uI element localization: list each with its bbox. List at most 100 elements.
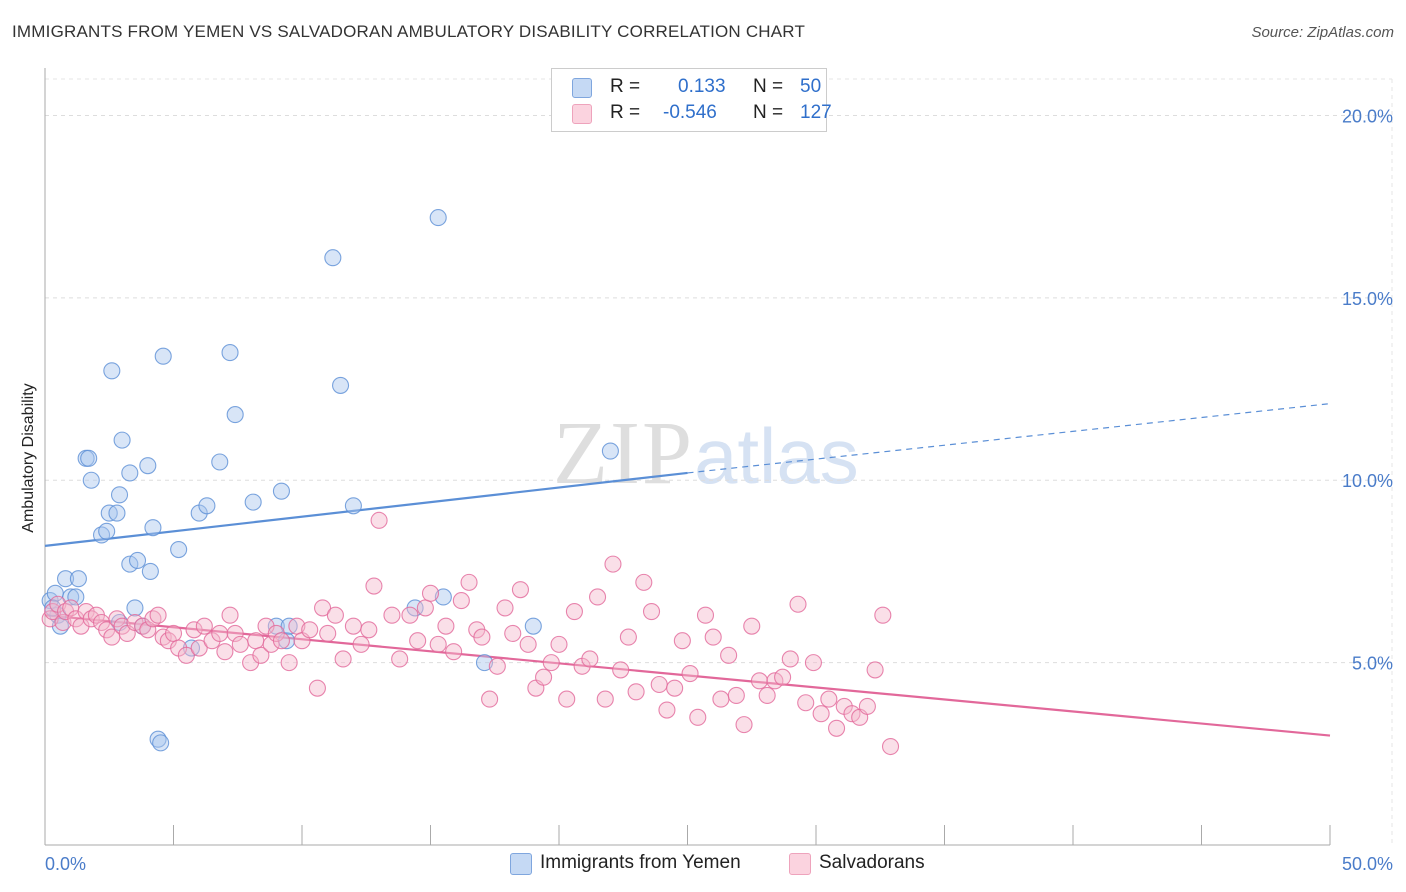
- data-point-salvadoran: [596, 690, 614, 708]
- legend-swatch-yemen: [572, 78, 592, 98]
- data-point-salvadoran: [797, 694, 815, 712]
- data-point-yemen: [331, 376, 350, 394]
- data-point-salvadoran: [881, 737, 900, 756]
- data-point-salvadoran: [804, 654, 822, 672]
- y-tick-label: 15.0%: [1342, 289, 1393, 309]
- data-point-salvadoran: [231, 635, 249, 653]
- data-point-salvadoran: [280, 654, 298, 672]
- data-point-salvadoran: [774, 668, 792, 686]
- data-point-salvadoran: [828, 719, 846, 737]
- data-point-salvadoran: [542, 654, 560, 672]
- data-point-yemen: [434, 588, 452, 606]
- data-point-salvadoran: [247, 632, 265, 650]
- legend-r-value: 0.133: [678, 76, 726, 97]
- data-point-salvadoran: [581, 650, 599, 668]
- trend-lines: [44, 403, 1331, 737]
- data-point-yemen: [226, 406, 244, 424]
- data-point-yemen: [57, 570, 75, 588]
- data-point-salvadoran: [262, 635, 280, 653]
- data-point-salvadoran: [429, 635, 447, 653]
- data-point-salvadoran: [252, 646, 270, 664]
- data-point-salvadoran: [185, 621, 203, 639]
- data-point-yemen: [141, 562, 159, 580]
- data-point-salvadoran: [314, 599, 332, 617]
- watermark-atlas: atlas: [694, 412, 859, 500]
- legend-n-value: 50: [800, 76, 822, 97]
- data-point-salvadoran: [139, 621, 157, 639]
- data-point-salvadoran: [164, 624, 183, 642]
- legend-n-value: 127: [800, 102, 832, 123]
- data-point-salvadoran: [326, 606, 344, 624]
- data-point-salvadoran: [535, 668, 553, 686]
- legend-swatch-salvadorans: [572, 104, 592, 124]
- data-point-yemen: [244, 493, 262, 511]
- data-point-yemen: [82, 471, 100, 489]
- data-point-salvadoran: [635, 573, 653, 591]
- data-point-salvadoran: [627, 683, 645, 701]
- chart-source: Source: ZipAtlas.com: [1251, 24, 1394, 41]
- data-point-yemen: [144, 519, 162, 537]
- data-point-salvadoran: [452, 592, 470, 610]
- data-point-salvadoran: [460, 573, 478, 591]
- data-point-salvadoran: [696, 606, 715, 624]
- data-point-salvadoran: [612, 661, 630, 679]
- data-point-yemen: [272, 482, 290, 500]
- data-point-salvadoran: [704, 628, 722, 646]
- data-point-salvadoran: [54, 613, 72, 632]
- data-point-salvadoran: [666, 679, 684, 697]
- y-tick-label: 20.0%: [1342, 106, 1393, 126]
- data-point-salvadoran: [481, 690, 499, 708]
- data-point-salvadoran: [334, 650, 352, 668]
- data-point-salvadoran: [272, 632, 290, 650]
- data-point-yemen: [475, 654, 494, 672]
- data-point-salvadoran: [445, 643, 463, 661]
- data-point-salvadoran: [735, 716, 753, 734]
- trend-line-extension-0: [687, 403, 1331, 474]
- bottom-legend-label-salvadorans: Salvadorans: [819, 852, 925, 873]
- data-point-salvadoran: [360, 621, 378, 639]
- data-point-yemen: [139, 457, 157, 475]
- legend-r-label: R =: [610, 102, 641, 123]
- data-point-yemen: [128, 551, 147, 570]
- data-point-salvadoran: [226, 624, 244, 642]
- data-point-salvadoran: [473, 628, 491, 646]
- data-point-yemen: [344, 497, 362, 515]
- data-point-salvadoran: [812, 705, 830, 723]
- data-point-salvadoran: [308, 679, 326, 697]
- data-point-yemen: [211, 453, 229, 471]
- tick-labels: 5.0% 10.0% 15.0% 20.0% 0.0% 50.0%: [45, 106, 1393, 874]
- data-point-salvadoran: [727, 686, 745, 704]
- data-point-salvadoran: [149, 606, 167, 624]
- legend: R = 0.133 N = 50 R = -0.546 N = 127: [551, 68, 832, 132]
- data-point-yemen: [98, 522, 116, 540]
- data-points: [41, 209, 900, 756]
- data-point-yemen: [121, 464, 139, 482]
- data-point-yemen: [67, 588, 85, 606]
- data-point-salvadoran: [401, 606, 419, 624]
- bottom-legend-swatch-yemen: [510, 853, 532, 875]
- data-point-salvadoran: [650, 675, 668, 694]
- legend-n-label: N =: [753, 102, 784, 123]
- data-point-salvadoran: [558, 690, 576, 708]
- data-point-salvadoran: [221, 606, 239, 624]
- data-point-yemen: [113, 431, 131, 449]
- data-point-yemen: [429, 209, 447, 227]
- data-point-yemen: [108, 504, 126, 522]
- bottom-legend-swatch-salvadorans: [789, 853, 811, 875]
- data-point-salvadoran: [365, 577, 383, 595]
- data-point-salvadoran: [190, 639, 208, 657]
- data-point-salvadoran: [370, 511, 388, 529]
- legend-n-label: N =: [753, 76, 784, 97]
- legend-r-value: -0.546: [663, 102, 717, 123]
- data-point-salvadoran: [383, 606, 401, 624]
- data-point-salvadoran: [352, 635, 370, 653]
- data-point-salvadoran: [750, 672, 769, 690]
- data-point-salvadoran: [488, 657, 506, 675]
- bottom-legend-label-yemen: Immigrants from Yemen: [540, 852, 741, 873]
- data-point-salvadoran: [216, 643, 234, 661]
- data-point-yemen: [152, 734, 170, 752]
- data-point-yemen: [110, 486, 129, 504]
- data-point-salvadoran: [496, 599, 514, 617]
- data-point-salvadoran: [409, 632, 427, 650]
- data-point-salvadoran: [195, 617, 213, 635]
